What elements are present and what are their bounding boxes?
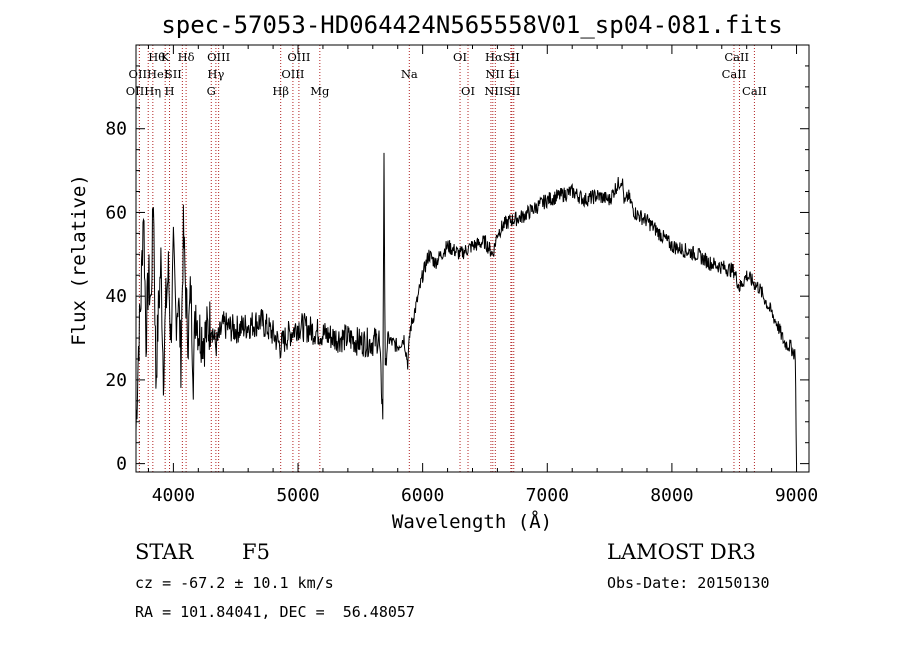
y-axis-label: Flux (relative) [68, 174, 90, 346]
observation-date: Obs-Date: 20150130 [607, 574, 770, 592]
x-tick-label: 6000 [401, 485, 444, 506]
spectral-line-label: K [161, 50, 170, 64]
spectral-line-label: Na [401, 67, 418, 81]
x-tick-label: 8000 [650, 485, 693, 506]
spectral-line-label: OIIHeI [129, 67, 169, 81]
y-tick-label: 0 [116, 454, 127, 475]
x-tick-label: 4000 [152, 485, 195, 506]
spectral-line-label: OIII [287, 50, 310, 64]
spectral-line-label: OIII [281, 67, 304, 81]
y-axis: 0 20 40 60 80 [105, 65, 809, 475]
spectral-line-label: G [207, 84, 216, 98]
spectral-line-label: H [165, 84, 175, 98]
spectral-line-label: CaII [742, 84, 767, 98]
spectral-line-label: OIIHη [126, 84, 162, 98]
spectrum-line [135, 152, 797, 464]
spectral-line-label: NII Li [485, 67, 519, 81]
y-tick-label: 40 [105, 286, 127, 307]
spectral-line-label: NIISII [484, 84, 520, 98]
spectral-line-label: Hθ [148, 50, 165, 64]
x-tick-label: 9000 [775, 485, 818, 506]
spectrum-series [135, 152, 797, 464]
spectral-line-label: CaII [722, 67, 747, 81]
spectral-line-label: HαSII [485, 50, 520, 64]
spectral-line-label: OI [461, 84, 475, 98]
x-axis-label: Wavelength (Å) [392, 510, 552, 533]
spectral-line-label: Hβ [272, 84, 289, 98]
spectral-line-label: Mg [310, 84, 330, 98]
x-tick-label: 5000 [276, 485, 319, 506]
y-tick-label: 60 [105, 202, 127, 223]
spectral-line-label: Hδ [178, 50, 195, 64]
x-axis: 4000 5000 6000 7000 8000 9000 [147, 45, 818, 506]
chart-title: spec-57053-HD064424N565558V01_sp04-081.f… [161, 11, 782, 39]
spectral-subclass: F5 [242, 540, 270, 564]
spectral-line-label: OI [453, 50, 467, 64]
spectral-line-label: Hγ [207, 67, 224, 81]
y-tick-label: 20 [105, 370, 127, 391]
object-class: STAR [135, 540, 194, 564]
redshift-value: cz = -67.2 ± 10.1 km/s [135, 574, 334, 592]
survey-name: LAMOST DR3 [607, 540, 756, 564]
y-tick-label: 80 [105, 119, 127, 140]
spectral-line-label: SII [165, 67, 182, 81]
spectral-line-label: OIII [207, 50, 230, 64]
x-tick-label: 7000 [526, 485, 569, 506]
spectral-line-label: CaII [724, 50, 749, 64]
spectral-line-markers [138, 45, 755, 472]
coordinates: RA = 101.84041, DEC = 56.48057 [135, 603, 415, 621]
